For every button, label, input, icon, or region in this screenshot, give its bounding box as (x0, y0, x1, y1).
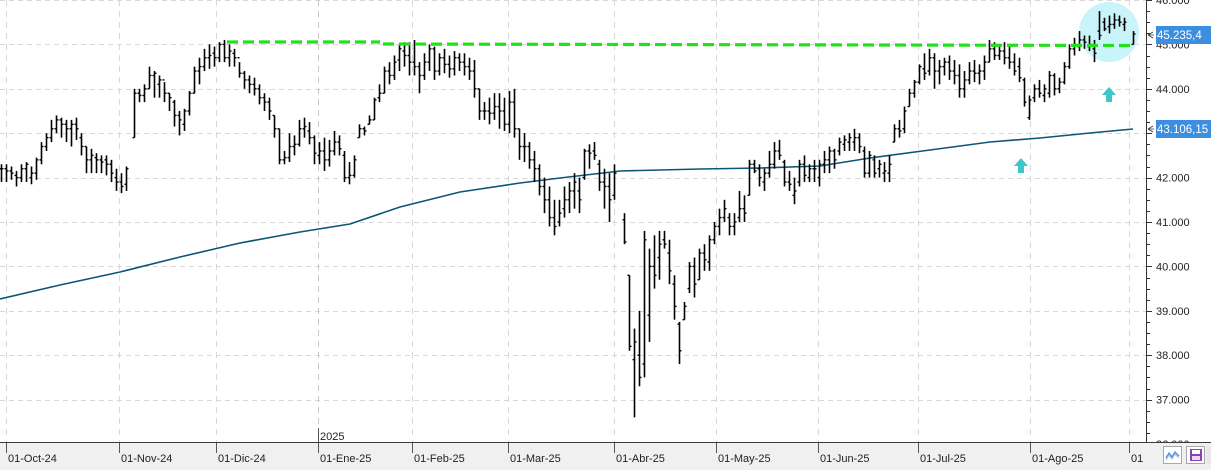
date-tick-label: 01-Mar-25 (510, 453, 561, 465)
price-tick-label: 44.000 (1156, 84, 1190, 96)
indicator-button[interactable] (1163, 446, 1182, 464)
date-tick-label: 01-Ene-25 (320, 453, 371, 465)
price-tick-label: 38.000 (1156, 350, 1190, 362)
date-tick-label: 01-May-25 (718, 453, 771, 465)
annotation-arrows (1014, 87, 1116, 173)
moving-average-label: 43.106,15 (1157, 124, 1208, 136)
moving-average-line (0, 128, 1134, 300)
price-tick-label: 39.000 (1156, 306, 1190, 318)
date-tick-label: 01-Ago-25 (1032, 453, 1083, 465)
date-tick-label: 01-Oct-24 (8, 453, 57, 465)
date-tick-label: 01-Jun-25 (820, 453, 870, 465)
date-tick-label: 01-Abr-25 (616, 453, 665, 465)
wave-chart-icon (1165, 450, 1180, 461)
date-tick-label: 01-Nov-24 (121, 453, 172, 465)
price-tick-label: 37.000 (1156, 395, 1190, 407)
price-tick-label: 46.000 (1156, 0, 1190, 7)
last-price-label: 45.235,4 (1157, 30, 1202, 42)
save-button[interactable] (1186, 446, 1205, 464)
date-axis[interactable]: 01-Oct-24 01-Nov-24 01-Dic-24 01-Ene-25 01-F… (0, 442, 1211, 470)
grid-lines (0, 0, 1146, 445)
date-tick-label: 01 (1131, 453, 1143, 465)
price-tick-label: 40.000 (1156, 261, 1190, 273)
price-tick-label: 41.000 (1156, 217, 1190, 229)
date-tick-label: 01-Feb-25 (414, 453, 465, 465)
price-labels: 45.235,4 43.106,15 (1147, 26, 1211, 138)
ohlc-bars (0, 11, 1136, 418)
price-tick-label: 42.000 (1156, 173, 1190, 185)
year-marker: 2025 (320, 431, 344, 443)
date-tick-label: 01-Dic-24 (218, 453, 266, 465)
resistance-line (227, 40, 1136, 48)
price-axis[interactable]: 46.00045.00044.00043.00042.00041.00040.0… (1146, 0, 1211, 451)
date-tick-label: 01-Jul-25 (920, 453, 966, 465)
toolbar-overflow[interactable] (1206, 446, 1211, 464)
floppy-disk-icon (1189, 449, 1202, 461)
